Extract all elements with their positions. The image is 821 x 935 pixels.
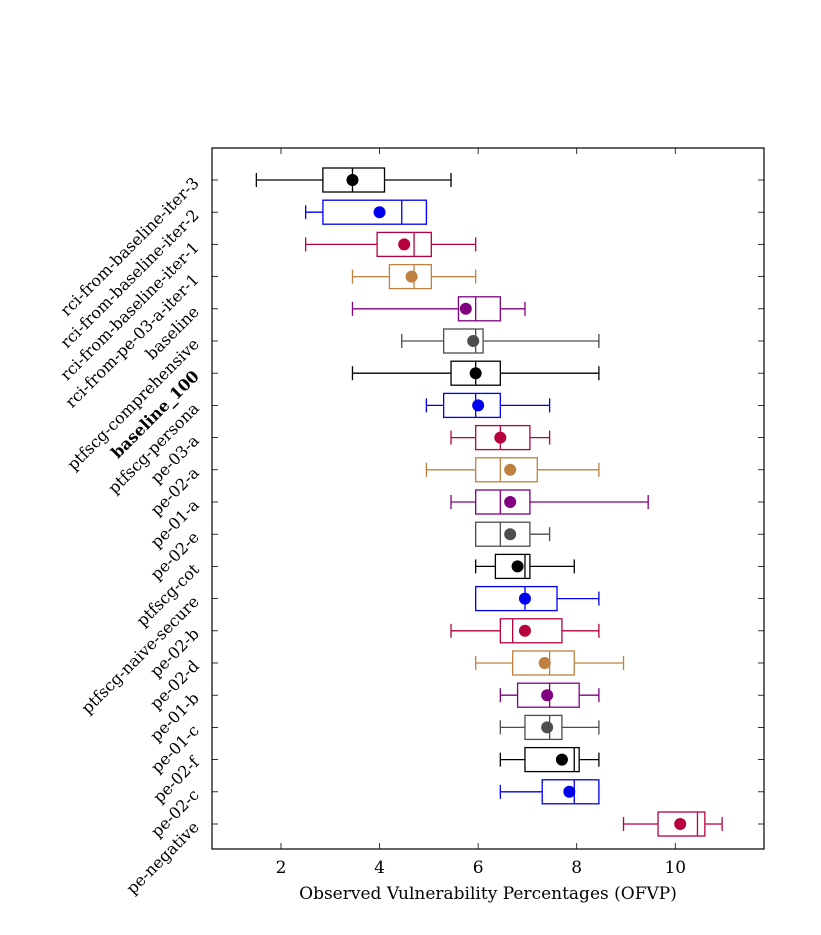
x-tick-label: 10 [664,858,686,878]
iqr-box [442,392,501,419]
iqr-box [475,489,531,515]
mean-marker [504,528,517,541]
mean-marker [518,592,531,605]
mean-marker [563,785,576,798]
mean-marker [504,463,517,476]
mean-marker [398,238,411,251]
mean-marker [555,753,568,766]
iqr-box [499,618,563,644]
x-tick-label: 8 [571,858,582,878]
mean-marker [346,174,359,186]
iqr-box [475,521,531,547]
x-tick-label: 4 [374,858,385,878]
plot-frame [211,147,765,850]
mean-marker [504,496,517,508]
iqr-box [524,746,580,773]
mean-marker [494,431,507,444]
mean-marker [538,657,551,669]
mean-marker [459,302,472,315]
iqr-box [475,585,558,612]
mean-marker [541,721,554,734]
iqr-box [322,199,428,225]
x-tick-label: 2 [276,858,287,878]
mean-marker [373,206,386,219]
x-tick-label: 6 [473,858,484,878]
x-axis-title: Observed Vulnerability Percentages (OFVP… [299,884,677,904]
mean-marker [467,335,480,347]
mean-marker [405,270,418,283]
mean-marker [518,624,531,637]
mean-marker [472,399,485,412]
mean-marker [674,818,687,830]
mean-marker [469,367,482,380]
mean-marker [541,689,554,702]
mean-marker [511,560,524,573]
